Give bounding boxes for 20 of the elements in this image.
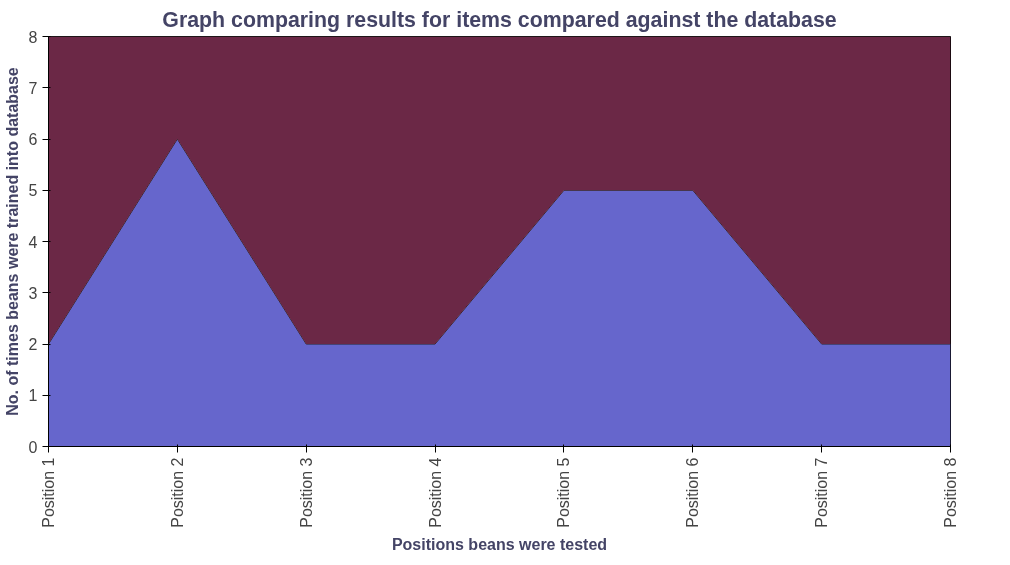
- y-tick-label: 4: [28, 233, 38, 251]
- x-tick-label: Position 3: [297, 457, 315, 528]
- x-tick-label: Position 6: [684, 457, 702, 528]
- y-tick-label: 8: [28, 28, 38, 46]
- x-tick-label: Position 2: [168, 457, 186, 528]
- y-axis-title: No. of times beans were trained into database: [3, 67, 21, 416]
- y-tick-label: 0: [28, 438, 38, 456]
- y-tick-label: 3: [28, 284, 38, 302]
- y-tick-label: 6: [28, 131, 38, 148]
- y-tick-label: 2: [28, 336, 38, 353]
- y-tick-label: 5: [28, 182, 38, 200]
- x-tick-label: Position 1: [40, 457, 57, 528]
- x-tick-label: Position 7: [813, 457, 831, 528]
- chart-title: Graph comparing results for items compared against the database: [162, 7, 837, 32]
- y-tick-label: 1: [28, 387, 38, 405]
- x-axis-title: Positions beans were tested: [391, 535, 608, 553]
- y-tick-label: 7: [28, 79, 38, 97]
- x-tick-label: Position 4: [426, 457, 444, 528]
- x-tick-label: Position 5: [555, 457, 573, 528]
- x-tick-label: Position 8: [942, 457, 959, 528]
